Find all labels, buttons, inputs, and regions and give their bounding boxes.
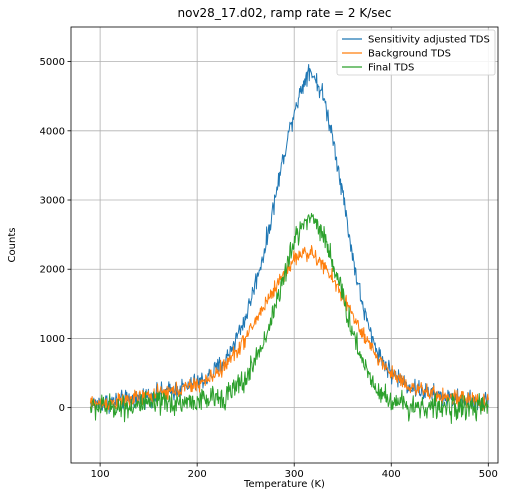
plot-frame bbox=[70, 26, 499, 464]
series-line-3 bbox=[89, 212, 489, 424]
legend-label: Final TDS bbox=[368, 63, 414, 74]
legend-label: Sensitivity adjusted TDS bbox=[368, 35, 490, 46]
x-axis-label: Temperature (K) bbox=[243, 479, 325, 490]
legend-box bbox=[336, 29, 496, 76]
y-tick-label: 5000 bbox=[40, 57, 65, 68]
y-tick-label: 2000 bbox=[40, 265, 65, 276]
chart-title: nov28_17.d02, ramp rate = 2 K/sec bbox=[178, 6, 392, 20]
y-tick-label: 4000 bbox=[40, 126, 65, 137]
legend: Sensitivity adjusted TDS Background TDS Fi… bbox=[336, 29, 496, 76]
x-tick-label: 400 bbox=[382, 469, 401, 480]
y-tick-label: 0 bbox=[59, 403, 65, 414]
x-tick-label: 200 bbox=[188, 469, 207, 480]
x-tick-label: 100 bbox=[91, 469, 110, 480]
y-tick-label: 3000 bbox=[40, 196, 65, 207]
series-layer bbox=[89, 63, 489, 424]
y-tick-label: 1000 bbox=[40, 334, 65, 345]
y-axis-label: Counts bbox=[7, 228, 18, 263]
x-tick-label: 300 bbox=[285, 469, 304, 480]
x-tick-label: 500 bbox=[479, 469, 498, 480]
legend-label: Background TDS bbox=[368, 49, 451, 60]
